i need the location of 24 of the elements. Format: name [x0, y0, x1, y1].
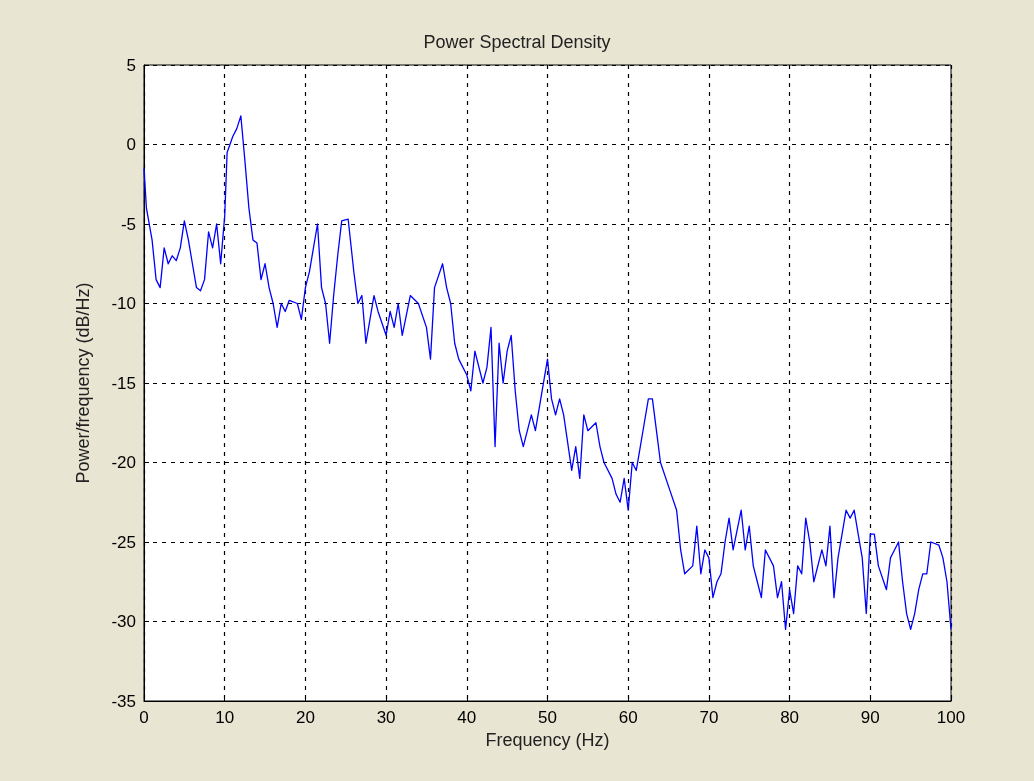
y-tick-label: -15	[111, 373, 136, 393]
y-tick-label: -35	[111, 691, 136, 711]
chart-title: Power Spectral Density	[423, 32, 611, 52]
x-axis-title: Frequency (Hz)	[485, 730, 610, 750]
x-tick-label: 50	[538, 708, 557, 727]
x-tick-label: 40	[457, 708, 477, 727]
x-tick-label: 30	[376, 708, 396, 727]
x-tick-label: 0	[139, 708, 149, 727]
x-tick-label: 10	[215, 708, 235, 727]
x-tick-label: 70	[699, 708, 719, 727]
x-tick-label: 20	[295, 708, 315, 727]
y-tick-label: 0	[126, 135, 136, 154]
x-tick-label: 90	[860, 708, 880, 727]
x-tick-label: 80	[780, 708, 800, 727]
y-tick-label: -30	[111, 612, 136, 631]
y-tick-label: -10	[111, 294, 136, 313]
y-tick-label: 5	[126, 55, 136, 75]
y-tick-label: -25	[111, 532, 136, 552]
y-tick-label: -20	[111, 453, 136, 472]
y-axis-title: Power/frequency (dB/Hz)	[73, 282, 93, 484]
x-tick-label: 100	[936, 708, 966, 727]
line-series	[143, 115, 952, 631]
y-tick-label: -5	[120, 214, 136, 234]
x-tick-label: 60	[618, 708, 638, 727]
